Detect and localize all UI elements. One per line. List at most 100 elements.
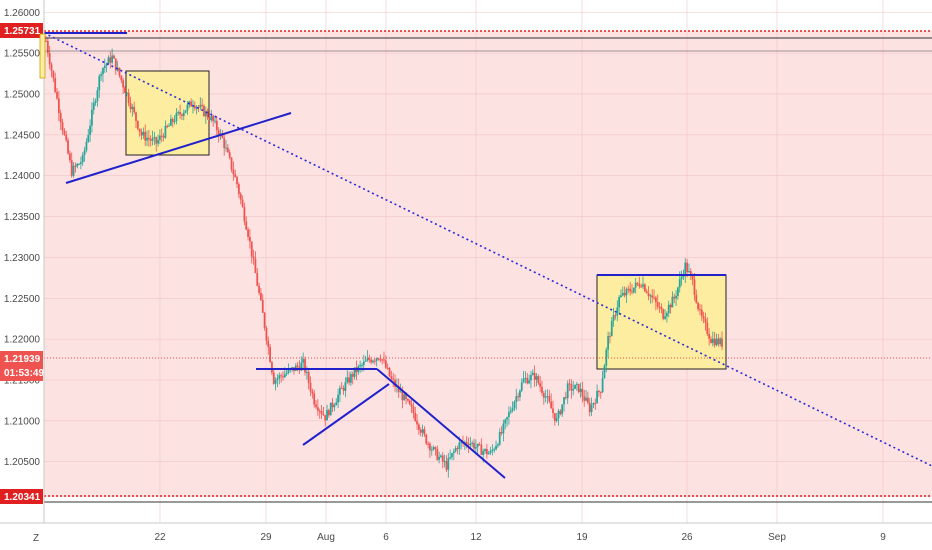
candle-body — [414, 412, 417, 421]
candle-body — [620, 295, 622, 298]
candle-body — [460, 442, 463, 444]
candle-body — [399, 391, 402, 393]
candle-body — [228, 152, 231, 158]
candle-body — [599, 391, 602, 393]
candle-body — [377, 358, 380, 360]
timezone-corner-label[interactable]: Z — [33, 533, 39, 544]
candle-body — [678, 279, 681, 288]
candle-body — [533, 372, 536, 380]
x-tick-label: 12 — [470, 532, 482, 543]
candle-body — [120, 75, 123, 81]
candle-body — [320, 411, 323, 414]
candle-body — [68, 153, 71, 161]
candle-body — [566, 383, 569, 399]
candle-body — [425, 434, 428, 444]
candle-body — [388, 367, 391, 377]
candle-body — [717, 338, 720, 345]
candle-body — [684, 262, 687, 276]
candle-body — [677, 287, 679, 296]
candle-body — [530, 374, 532, 381]
candle-body — [614, 315, 617, 317]
candle-body — [485, 448, 488, 455]
candle-body — [335, 402, 338, 406]
candle-body — [300, 362, 303, 371]
candle-body — [456, 448, 459, 450]
candle-body — [89, 125, 91, 135]
consolidation-box-2 — [596, 274, 727, 370]
candle-body — [100, 74, 103, 77]
candle-body — [625, 288, 628, 296]
current-price-tag: 1.21939 01:53:49 — [0, 351, 44, 381]
candle-body — [76, 163, 79, 167]
candle-body — [302, 359, 305, 363]
candle-body — [623, 292, 626, 296]
x-tick-label: 26 — [681, 532, 693, 543]
candle-body — [440, 455, 442, 457]
candle-body — [682, 275, 685, 277]
y-tick-label: 1.24000 — [4, 171, 41, 182]
candle-body — [327, 410, 330, 416]
candle-body — [114, 58, 117, 71]
candle-body — [654, 297, 657, 303]
candle-body — [680, 276, 683, 280]
candle-body — [140, 131, 143, 136]
candle-body — [280, 375, 283, 377]
candle-body — [629, 288, 632, 292]
top-price-tag-text: 1.25731 — [4, 26, 41, 37]
candle-body — [473, 442, 475, 449]
candle-body — [340, 387, 343, 389]
candle-body — [710, 338, 712, 343]
candle-body — [144, 131, 147, 141]
candle-body — [384, 360, 387, 368]
candle-body — [116, 67, 119, 71]
candle-body — [708, 334, 711, 339]
candle-body — [408, 400, 411, 405]
candle-body — [263, 312, 266, 329]
candle-body — [96, 90, 99, 102]
candle-body — [647, 293, 650, 296]
candle-body — [215, 120, 218, 131]
candle-body — [313, 393, 316, 405]
candle-body — [544, 396, 547, 398]
candle-body — [186, 104, 189, 111]
countdown-text: 01:53:49 — [4, 368, 44, 379]
candle-body — [592, 403, 595, 405]
candle-body — [269, 346, 272, 363]
candle-body — [447, 458, 450, 470]
candle-body — [344, 382, 347, 391]
candle-body — [616, 307, 619, 316]
candle-body — [136, 120, 139, 129]
candle-body — [364, 360, 367, 362]
candle-body — [184, 110, 187, 113]
candle-body — [61, 122, 64, 131]
candle-body — [72, 165, 75, 176]
candle-body — [612, 315, 615, 321]
candle-body — [168, 125, 170, 127]
candle-body — [482, 451, 485, 455]
candle-body — [92, 102, 95, 110]
candle-body — [588, 402, 591, 413]
candle-body — [449, 457, 452, 459]
candle-body — [94, 101, 97, 103]
candle-body — [491, 449, 494, 451]
candle-body — [587, 397, 589, 403]
y-tick-label: 1.20500 — [4, 457, 41, 468]
candle-body — [179, 111, 181, 115]
candle-body — [631, 291, 633, 293]
candle-body — [107, 57, 110, 64]
candle-body — [370, 359, 373, 363]
candle-body — [548, 396, 551, 402]
candle-body — [651, 295, 654, 298]
candle-body — [522, 378, 525, 383]
candle-body — [254, 258, 257, 274]
candles — [45, 36, 723, 478]
candle-body — [471, 442, 474, 444]
candle-body — [362, 361, 365, 366]
candle-body — [346, 377, 349, 383]
candle-body — [673, 296, 676, 299]
candle-body — [201, 104, 204, 106]
candle-body — [555, 418, 558, 421]
candle-body — [423, 429, 426, 435]
candle-body — [105, 63, 108, 66]
